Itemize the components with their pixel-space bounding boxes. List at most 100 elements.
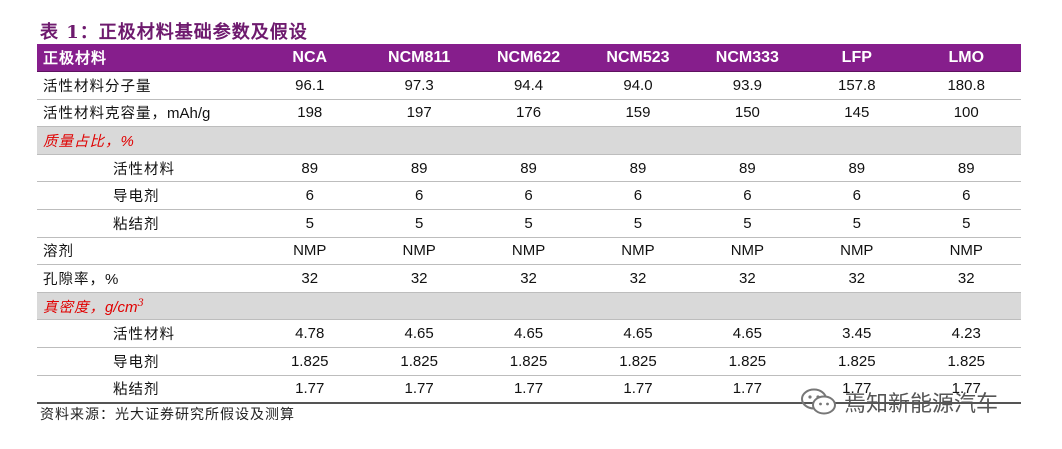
value-cell: 94.4 [473,71,584,100]
value-cell: 6 [364,181,474,211]
value-cell: 197 [364,99,474,128]
value-cell [255,126,365,155]
value-cell [802,126,912,155]
value-cell: 1.77 [692,375,803,404]
value-cell: 89 [692,154,803,183]
value-cell: 4.65 [364,319,474,349]
value-cell: 97.3 [364,71,474,100]
table-row: 导电剂 1.825 1.825 1.825 1.825 1.825 1.825 1.825 [37,347,1021,376]
value-cell: 4.23 [911,319,1021,349]
value-cell: NMP [802,237,912,266]
row-label: 活性材料 [37,319,256,349]
value-cell: 1.825 [911,347,1021,376]
watermark: 焉知新能源汽车 [800,386,998,418]
value-cell: 6 [583,181,693,211]
value-cell [692,126,803,155]
value-cell: 32 [911,264,1021,293]
row-label-text: 真密度， [43,299,105,316]
value-cell: 6 [692,181,803,211]
header-cell: LFP [802,44,912,73]
value-cell: 93.9 [692,71,803,100]
value-cell: 5 [473,209,584,238]
row-label-text: 孔隙率， [43,272,105,289]
table-row: 粘结剂 5 5 5 5 5 5 5 [37,209,1021,238]
value-cell: 6 [473,181,584,211]
row-label: 真密度，g/cm3 [37,292,256,321]
value-cell: 32 [802,264,912,293]
row-label-unit: % [105,271,119,289]
row-label: 质量占比，% [37,126,256,155]
value-cell: NMP [692,237,803,266]
row-label: 导电剂 [37,181,256,211]
row-label: 溶剂 [37,237,256,266]
table-title: 表 1：正极材料基础参数及假设 [40,22,308,43]
row-label-text: 溶剂 [43,244,74,261]
row-label-text: 粘结剂 [113,216,160,233]
cathode-parameters-table: 正极材料 NCA NCM811 NCM622 NCM523 NCM333 LFP… [37,44,1021,404]
value-cell: 1.825 [583,347,693,376]
value-cell: 89 [473,154,584,183]
value-cell: 100 [911,99,1021,128]
row-label: 活性材料 [37,154,256,183]
value-cell: 89 [911,154,1021,183]
value-cell: 5 [364,209,474,238]
row-label-text: 活性材料 [113,327,175,344]
value-cell: 32 [692,264,803,293]
row-label-text: 活性材料分子量 [43,78,152,95]
row-label-text: 导电剂 [113,354,160,371]
value-cell: 32 [473,264,584,293]
value-cell: 1.825 [255,347,365,376]
header-cell: LMO [911,44,1021,73]
source-note: 资料来源：光大证券研究所假设及测算 [40,407,295,423]
header-cell-label: 正极材料 [37,44,256,73]
table-row: 活性材料 89 89 89 89 89 89 89 [37,154,1021,183]
value-cell: 4.65 [473,319,584,349]
value-cell: 89 [583,154,693,183]
value-cell: 89 [802,154,912,183]
value-cell: 94.0 [583,71,693,100]
value-cell: 6 [802,181,912,211]
value-cell: 1.77 [911,375,1021,404]
table-body: 活性材料分子量 96.1 97.3 94.4 94.0 93.9 157.8 180.8 活性材… [37,71,1021,404]
value-cell [364,292,474,321]
value-cell: 96.1 [255,71,365,100]
value-cell: 159 [583,99,693,128]
value-cell: 3.45 [802,319,912,349]
value-cell: 5 [911,209,1021,238]
row-label: 孔隙率，% [37,264,256,293]
value-cell [583,126,693,155]
value-cell: 150 [692,99,803,128]
table-row: 溶剂 NMP NMP NMP NMP NMP NMP NMP [37,237,1021,266]
unit-superscript: 3 [137,297,145,309]
row-label-text: 活性材料克容量， [43,106,167,123]
watermark-text: 焉知新能源汽车 [844,392,999,417]
row-label: 导电剂 [37,347,256,376]
value-cell [802,292,912,321]
value-cell: 89 [255,154,365,183]
value-cell: 1.77 [583,375,693,404]
value-cell: 145 [802,99,912,128]
value-cell: 5 [583,209,693,238]
row-label: 粘结剂 [37,209,256,238]
value-cell: 1.825 [692,347,803,376]
value-cell: 1.825 [473,347,584,376]
value-cell: 1.77 [473,375,584,404]
wechat-logo-icon [801,388,836,415]
header-cell: NCM622 [473,44,584,73]
value-cell: 5 [802,209,912,238]
value-cell [911,126,1021,155]
value-cell: 1.825 [364,347,474,376]
header-cell: NCM811 [364,44,474,73]
row-label-unit: % [120,133,134,151]
section-row: 质量占比，% [37,126,1021,155]
row-label-unit: mAh/g [167,105,211,123]
value-cell: 1.77 [364,375,474,404]
value-cell: 157.8 [802,71,912,100]
value-cell: NMP [583,237,693,266]
row-label-text: 粘结剂 [113,382,160,399]
value-cell [473,126,584,155]
table-header-row: 正极材料 NCA NCM811 NCM622 NCM523 NCM333 LFP… [37,44,1021,73]
header-cell: NCM333 [692,44,803,73]
value-cell [583,292,693,321]
value-cell: 1.77 [255,375,365,404]
